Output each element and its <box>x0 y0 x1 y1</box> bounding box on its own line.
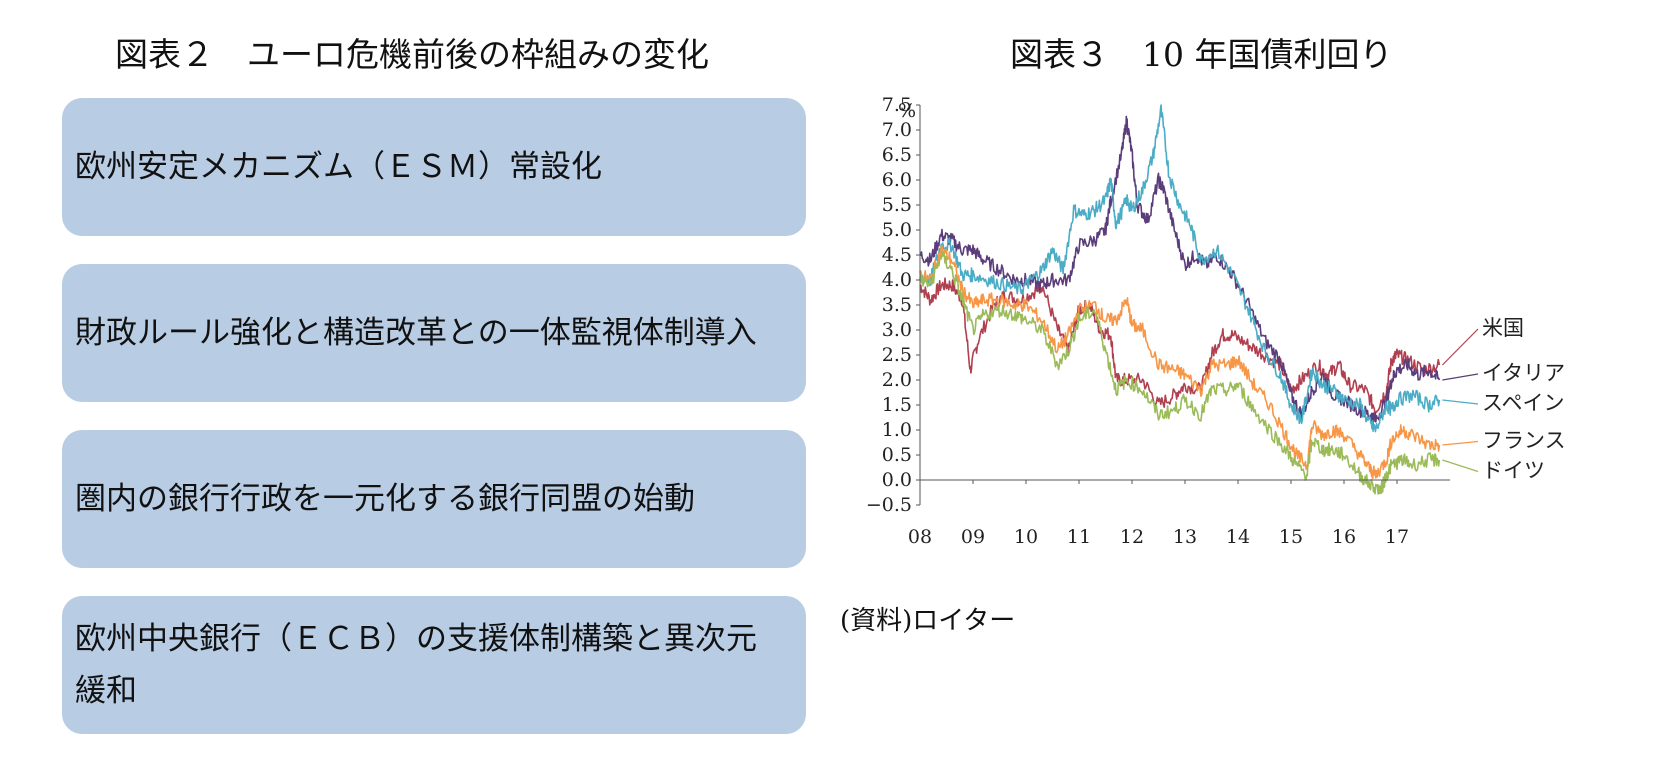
series-label: イタリア <box>1482 361 1565 385</box>
series-label: フランス <box>1482 429 1566 453</box>
x-tick-label: 15 <box>1279 526 1303 548</box>
framework-box-fiscal: 財政ルール強化と構造改革との一体監視体制導入 <box>62 264 806 402</box>
series-line-4 <box>919 250 1441 495</box>
y-tick-label: 1.0 <box>882 419 912 441</box>
series-label-leader <box>1442 373 1479 381</box>
y-tick-label: 7.5 <box>882 95 912 116</box>
framework-box-text: 欧州安定メカニズム（ＥＳＭ）常設化 <box>75 149 602 185</box>
yield-chart: 7.5 7.0 6.5 6.0 5.5 5.0 4.5 4.0 3.5 3.0 2.5 2.0 1.5 1… <box>866 95 1566 548</box>
series-label-leader <box>1442 459 1479 473</box>
series-label: スペイン <box>1482 391 1565 415</box>
y-axis-unit: % <box>898 100 916 122</box>
y-tick-label: 5.0 <box>882 219 912 241</box>
series-label-leader <box>1442 440 1479 446</box>
framework-box-ecb: 欧州中央銀行（ＥＣＢ）の支援体制構築と異次元緩和 <box>62 596 806 734</box>
framework-box-text: 欧州中央銀行（ＥＣＢ）の支援体制構築と異次元緩和 <box>75 621 757 709</box>
x-tick-label: 13 <box>1173 526 1197 548</box>
series-line-3 <box>919 245 1441 480</box>
series-line-2 <box>919 104 1441 433</box>
x-tick-label: 14 <box>1226 526 1250 548</box>
y-tick-label: 4.5 <box>882 244 912 266</box>
y-tick-label: 6.5 <box>882 144 912 166</box>
x-tick-label: 12 <box>1120 526 1144 548</box>
framework-box-text: 圏内の銀行行政を一元化する銀行同盟の始動 <box>75 481 695 517</box>
y-tick-label: −0.5 <box>866 494 912 516</box>
series-label-leader <box>1441 328 1479 366</box>
y-tick-label: 0.0 <box>882 469 912 491</box>
x-tick-label: 10 <box>1014 526 1038 548</box>
y-tick-label: 2.0 <box>882 369 912 391</box>
series-line-1 <box>919 115 1441 425</box>
y-tick-label: 7.0 <box>882 119 912 141</box>
series-label: 米国 <box>1482 316 1524 340</box>
y-tick-label: 0.5 <box>882 444 912 466</box>
framework-box-esm: 欧州安定メカニズム（ＥＳＭ）常設化 <box>62 98 806 236</box>
y-tick-label: 1.5 <box>882 394 912 416</box>
figure2-title: 図表２ ユーロ危機前後の枠組みの変化 <box>115 35 709 74</box>
y-tick-label: 6.0 <box>882 169 912 191</box>
x-tick-label: 08 <box>908 526 932 548</box>
series-label-leader <box>1442 399 1479 405</box>
series-label: ドイツ <box>1482 459 1545 483</box>
x-tick-label: 09 <box>961 526 985 548</box>
x-tick-label: 11 <box>1067 526 1091 548</box>
figure3-title: 図表３ 10 年国債利回り <box>1010 35 1393 74</box>
y-tick-label: 3.0 <box>882 319 912 341</box>
y-tick-label: 5.5 <box>882 194 912 216</box>
y-tick-label: 2.5 <box>882 344 912 366</box>
framework-box-text: 財政ルール強化と構造改革との一体監視体制導入 <box>75 315 757 351</box>
y-tick-label: 3.5 <box>882 294 912 316</box>
x-tick-label: 17 <box>1385 526 1409 548</box>
x-tick-label: 16 <box>1332 526 1356 548</box>
framework-box-banking-union: 圏内の銀行行政を一元化する銀行同盟の始動 <box>62 430 806 568</box>
source-note: (資料)ロイター <box>840 606 1016 636</box>
y-tick-label: 4.0 <box>882 269 912 291</box>
